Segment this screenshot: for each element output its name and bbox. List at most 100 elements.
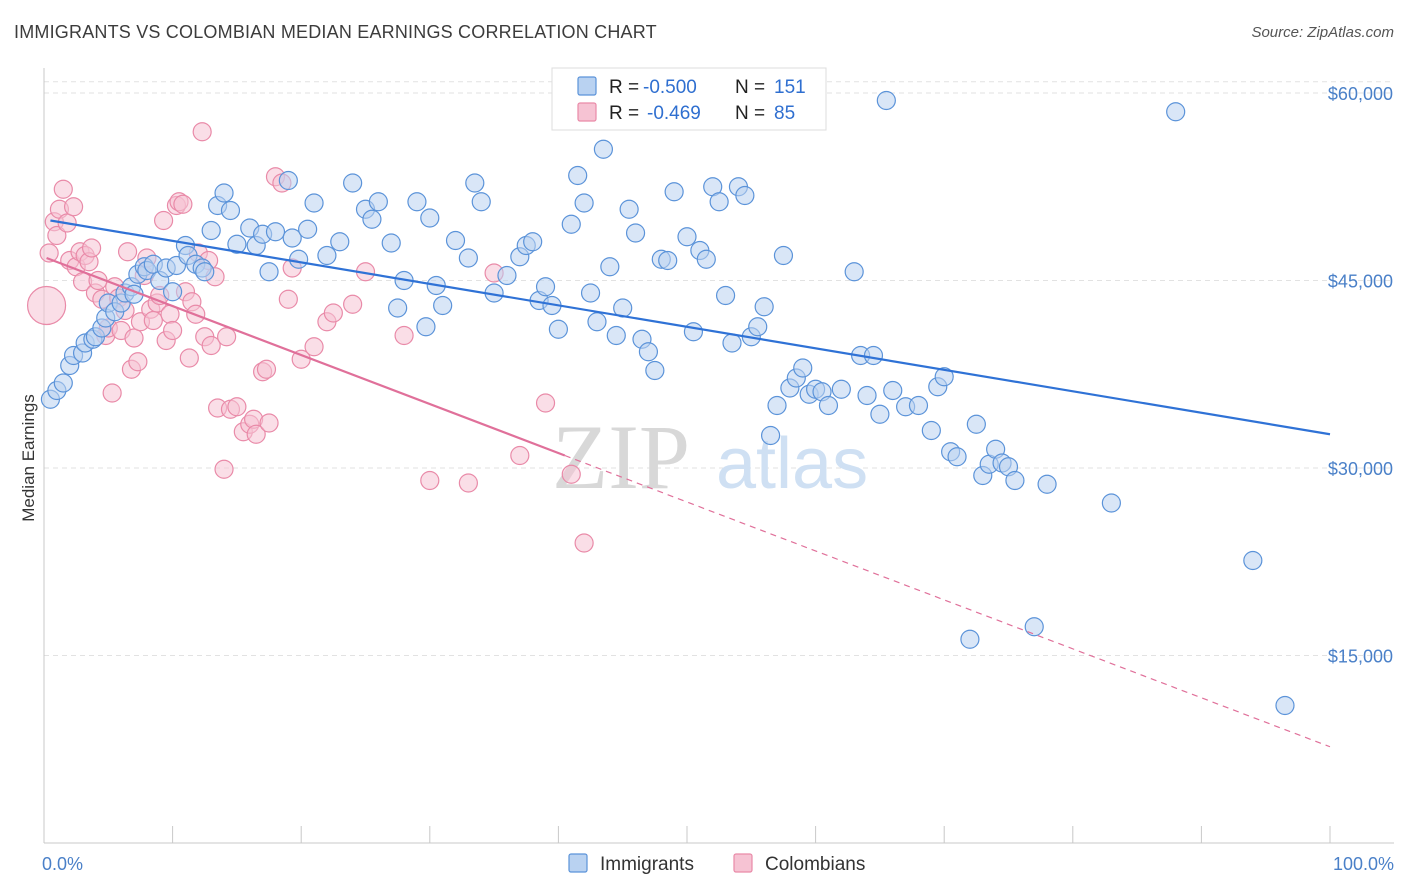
y-tick-label: $30,000: [1328, 459, 1393, 479]
colombians-point: [217, 327, 237, 347]
bottom-legend-swatch-immigrants: [568, 853, 588, 873]
immigrants-point: [548, 319, 569, 339]
immigrants-point: [388, 298, 408, 318]
immigrants-point: [195, 262, 215, 282]
legend-r-label-1: R =: [609, 77, 639, 98]
immigrants-point: [201, 220, 221, 241]
immigrants-point: [471, 192, 491, 212]
colombians-point: [128, 352, 148, 372]
immigrants-point: [908, 395, 929, 416]
colombians-point: [214, 459, 234, 479]
immigrants-point: [289, 249, 309, 269]
colombians-trendline-extension: [564, 454, 1331, 748]
immigrants-point: [754, 297, 774, 317]
x-tick-label-min: 0.0%: [42, 854, 83, 874]
immigrants-point: [587, 312, 607, 332]
y-tick-label: $45,000: [1328, 272, 1393, 292]
immigrants-point: [580, 283, 601, 303]
colombians-point: [81, 238, 102, 258]
immigrants-point: [844, 262, 864, 282]
colombians-points: [26, 122, 594, 553]
immigrants-point: [304, 193, 324, 213]
immigrants-point: [465, 173, 485, 193]
immigrants-point: [683, 322, 704, 342]
colombians-point: [535, 393, 556, 413]
immigrants-point: [947, 447, 967, 467]
legend: R = -0.500 N = 151 R = -0.469 N = 85: [551, 67, 827, 131]
immigrants-point: [282, 228, 302, 248]
colombians-point: [246, 424, 266, 444]
legend-n-value-2: 85: [774, 103, 795, 124]
legend-swatch-colombians: [577, 102, 597, 122]
immigrants-point: [420, 208, 440, 228]
immigrants-point: [298, 219, 318, 239]
colombians-point: [323, 303, 343, 323]
x-tick-label-max: 100.0%: [1333, 854, 1394, 874]
source-label: Source: ZipAtlas.com: [1251, 24, 1394, 41]
y-tick-label: $60,000: [1328, 84, 1393, 104]
immigrants-point: [600, 257, 620, 277]
colombians-trendline: [46, 256, 566, 457]
immigrants-point: [722, 333, 742, 353]
immigrants-point: [638, 342, 659, 362]
colombians-point: [227, 397, 247, 417]
x-ticks: [43, 826, 1331, 843]
immigrants-point: [433, 295, 453, 316]
immigrants-point: [1101, 493, 1121, 513]
immigrants-point: [966, 414, 986, 434]
immigrants-point: [265, 222, 286, 242]
immigrants-point: [715, 285, 736, 306]
immigrants-point: [818, 395, 839, 416]
colombians-point: [39, 243, 59, 263]
immigrants-point: [921, 420, 941, 441]
colombians-point: [53, 179, 73, 199]
immigrants-point: [330, 232, 350, 252]
immigrants-point: [574, 193, 594, 213]
colombians-point: [173, 194, 193, 214]
colombians-point: [192, 122, 212, 142]
colombians-point: [394, 325, 414, 346]
immigrants-point: [1024, 617, 1044, 637]
legend-n-label-1: N =: [735, 77, 765, 98]
legend-r-label-2: R =: [609, 103, 639, 124]
immigrants-point: [857, 385, 877, 406]
immigrants-point: [870, 404, 890, 424]
immigrants-point: [606, 325, 626, 346]
chart-title: IMMIGRANTS VS COLOMBIAN MEDIAN EARNINGS …: [14, 22, 657, 42]
immigrants-point: [593, 139, 614, 159]
immigrants-point: [1037, 474, 1057, 494]
immigrants-point: [664, 182, 684, 202]
immigrants-point: [658, 250, 678, 271]
immigrants-point: [735, 185, 755, 206]
colombians-point: [256, 359, 277, 379]
immigrants-point: [381, 233, 401, 253]
trend-lines: [46, 219, 1331, 748]
colombians-point: [201, 335, 221, 356]
immigrants-point: [1005, 470, 1025, 491]
grid-lines: [44, 81, 1394, 656]
immigrants-point: [863, 345, 884, 366]
colombians-point: [47, 225, 67, 246]
colombians-point: [561, 464, 581, 484]
y-tick-label: $15,000: [1328, 647, 1393, 667]
immigrants-point: [748, 317, 768, 337]
immigrants-point: [220, 200, 241, 221]
watermark-zip: ZIP: [552, 406, 690, 508]
immigrants-point: [1166, 102, 1186, 122]
legend-swatch-immigrants: [577, 76, 597, 96]
bottom-legend-immigrants: Immigrants: [600, 854, 694, 875]
colombians-point: [343, 294, 363, 314]
y-axis-label: Median Earnings: [19, 394, 38, 522]
legend-r-value-2: -0.469: [647, 103, 701, 124]
immigrants-point: [343, 173, 363, 193]
colombians-point: [143, 310, 163, 331]
immigrants-point: [561, 214, 581, 234]
immigrants-point: [535, 277, 556, 297]
immigrants-point: [760, 425, 781, 446]
y-tick-labels: $15,000 $30,000 $45,000 $60,000: [1328, 84, 1393, 667]
legend-box: [551, 67, 827, 131]
colombians-point: [420, 470, 440, 491]
colombians-point: [153, 210, 174, 231]
watermark: ZIP atlas: [552, 406, 868, 508]
